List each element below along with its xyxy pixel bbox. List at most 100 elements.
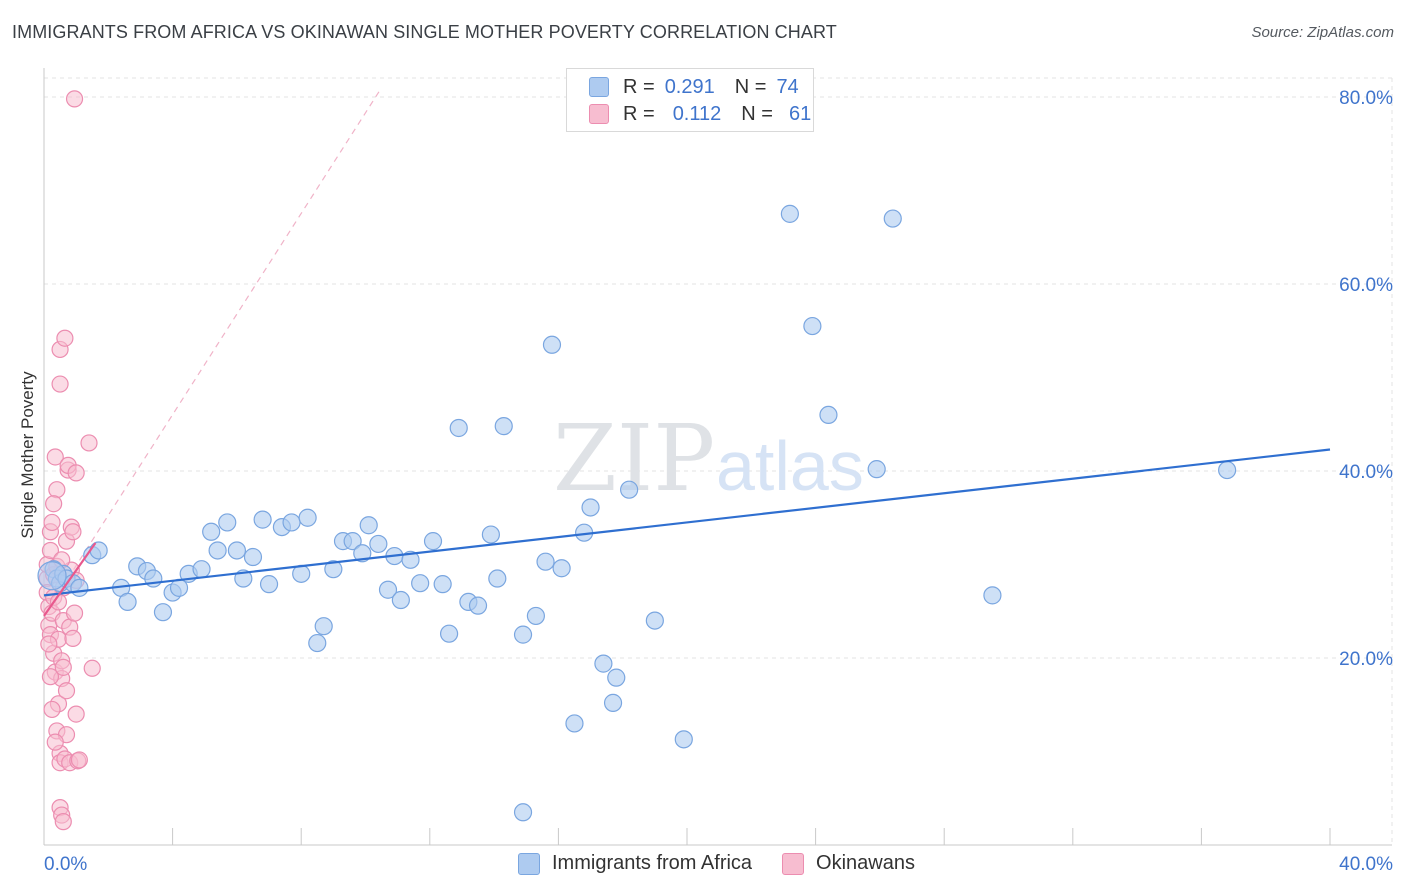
trend-line-africa <box>43 448 1331 597</box>
data-point-africa <box>227 541 246 560</box>
legend-r-label: R = <box>623 75 655 98</box>
data-point-africa <box>218 513 237 532</box>
legend-n-value: 61 <box>788 102 812 125</box>
data-point-okinawans <box>67 705 85 723</box>
data-point-okinawans <box>70 751 88 769</box>
data-points <box>37 90 1237 831</box>
data-point-africa <box>70 578 89 597</box>
data-point-africa <box>481 525 500 544</box>
data-point-africa <box>803 316 822 336</box>
source-label: Source: ZipAtlas.com <box>1251 24 1394 41</box>
data-point-africa <box>118 592 137 612</box>
data-point-africa <box>411 574 430 593</box>
data-point-africa <box>353 544 372 563</box>
data-point-africa <box>468 596 488 615</box>
y-tick-label: 20.0% <box>1339 649 1393 670</box>
chart-title: IMMIGRANTS FROM AFRICA VS OKINAWAN SINGL… <box>12 22 837 42</box>
data-point-okinawans <box>54 658 72 676</box>
data-point-africa <box>259 575 279 594</box>
data-point-africa <box>359 516 378 535</box>
data-point-africa <box>314 617 333 636</box>
data-point-africa <box>439 624 459 643</box>
y-tick-label: 60.0% <box>1339 275 1393 296</box>
data-point-africa <box>37 561 67 591</box>
data-point-africa <box>202 522 221 541</box>
data-point-okinawans <box>54 813 72 831</box>
data-point-africa <box>819 405 838 424</box>
data-point-africa <box>401 550 420 569</box>
legend-r-value: 0.112 <box>672 102 722 125</box>
data-point-africa <box>552 559 571 578</box>
legend-r-value: 0.291 <box>664 75 715 98</box>
data-point-okinawans <box>65 604 84 622</box>
trend-line-okinawans-extended <box>43 87 383 617</box>
data-point-africa <box>607 668 626 687</box>
series-name-okinawans: Okinawans <box>816 852 915 874</box>
data-point-okinawans <box>64 523 82 541</box>
data-point-okinawans <box>41 668 60 686</box>
legend-row-africa: R = 0.291 N = 74 <box>589 74 799 100</box>
legend-n-value: 74 <box>776 75 799 98</box>
data-point-africa <box>867 460 886 479</box>
data-point-africa <box>620 480 639 499</box>
legend-swatch-blue <box>589 77 609 97</box>
legend-r-label: R = <box>623 102 655 125</box>
x-tick-label: 0.0% <box>44 854 87 875</box>
data-point-africa <box>526 606 545 626</box>
data-point-africa <box>883 209 902 228</box>
series-swatch-blue <box>518 852 540 875</box>
data-point-africa <box>494 417 513 436</box>
data-point-okinawans <box>65 90 84 108</box>
data-point-okinawans <box>64 629 82 647</box>
data-point-okinawans <box>46 448 64 466</box>
data-point-africa <box>208 541 227 560</box>
data-point-africa <box>153 603 173 622</box>
data-point-africa <box>324 560 343 579</box>
data-point-africa <box>674 730 693 749</box>
data-point-africa <box>308 633 327 653</box>
data-point-okinawans <box>80 434 98 452</box>
data-point-africa <box>433 575 452 594</box>
data-point-okinawans <box>46 733 64 751</box>
data-point-africa <box>581 498 600 517</box>
data-point-africa <box>243 547 263 567</box>
legend-swatch-pink <box>589 104 609 124</box>
trend-line-okinawans <box>43 542 97 617</box>
series-legend: Immigrants from Africa Okinawans <box>518 852 945 875</box>
tick-labels: 20.0% 40.0% 60.0% 80.0% 0.0% 40.0% <box>44 88 1393 875</box>
trend-lines <box>43 87 383 617</box>
correlation-legend: R = 0.291 N = 74 R = 0.112 N = 61 <box>566 68 814 132</box>
data-point-okinawans <box>41 541 60 560</box>
y-tick-label: 40.0% <box>1339 462 1393 483</box>
data-point-africa <box>983 586 1002 605</box>
data-point-okinawans <box>45 495 63 513</box>
data-point-africa <box>488 569 507 588</box>
data-point-africa <box>391 590 410 610</box>
series-legend-okinawans: Okinawans <box>782 852 915 875</box>
data-point-africa <box>513 803 533 822</box>
data-point-okinawans <box>43 700 61 719</box>
data-point-africa <box>343 532 362 551</box>
data-point-africa <box>378 580 398 599</box>
data-point-africa <box>449 418 468 438</box>
data-point-okinawans <box>57 682 76 700</box>
data-point-africa <box>513 625 533 644</box>
y-tick-label: 80.0% <box>1339 88 1393 109</box>
axes <box>43 68 1392 846</box>
series-swatch-pink <box>782 852 805 875</box>
data-point-africa <box>536 552 555 571</box>
data-point-africa <box>423 532 443 551</box>
data-point-okinawans <box>83 659 101 677</box>
watermark: ZIP atlas <box>553 405 864 512</box>
data-point-africa <box>298 508 317 527</box>
data-point-okinawans <box>67 464 85 482</box>
series-legend-africa: Immigrants from Africa <box>518 852 752 875</box>
data-point-africa <box>282 513 301 532</box>
data-point-africa <box>645 611 664 630</box>
data-point-africa <box>594 654 613 673</box>
legend-n-label: N = <box>741 102 773 125</box>
data-point-okinawans <box>56 329 74 347</box>
data-point-africa <box>542 335 562 354</box>
x-tick-label: 40.0% <box>1339 854 1393 875</box>
data-point-africa <box>192 560 211 579</box>
